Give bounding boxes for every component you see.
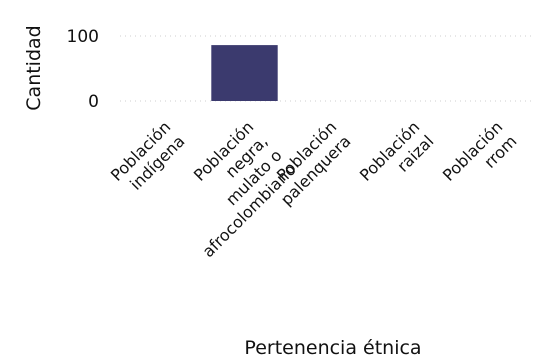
y-tick-label: 0	[88, 92, 99, 112]
y-tick-labels: 0 100	[67, 27, 99, 112]
y-tick-label: 100	[67, 27, 99, 47]
bar	[211, 45, 278, 101]
grid-lines	[120, 35, 535, 102]
x-axis-title: Pertenencia étnica	[244, 337, 421, 359]
bars	[211, 45, 278, 101]
y-axis-title: Cantidad	[23, 25, 45, 110]
